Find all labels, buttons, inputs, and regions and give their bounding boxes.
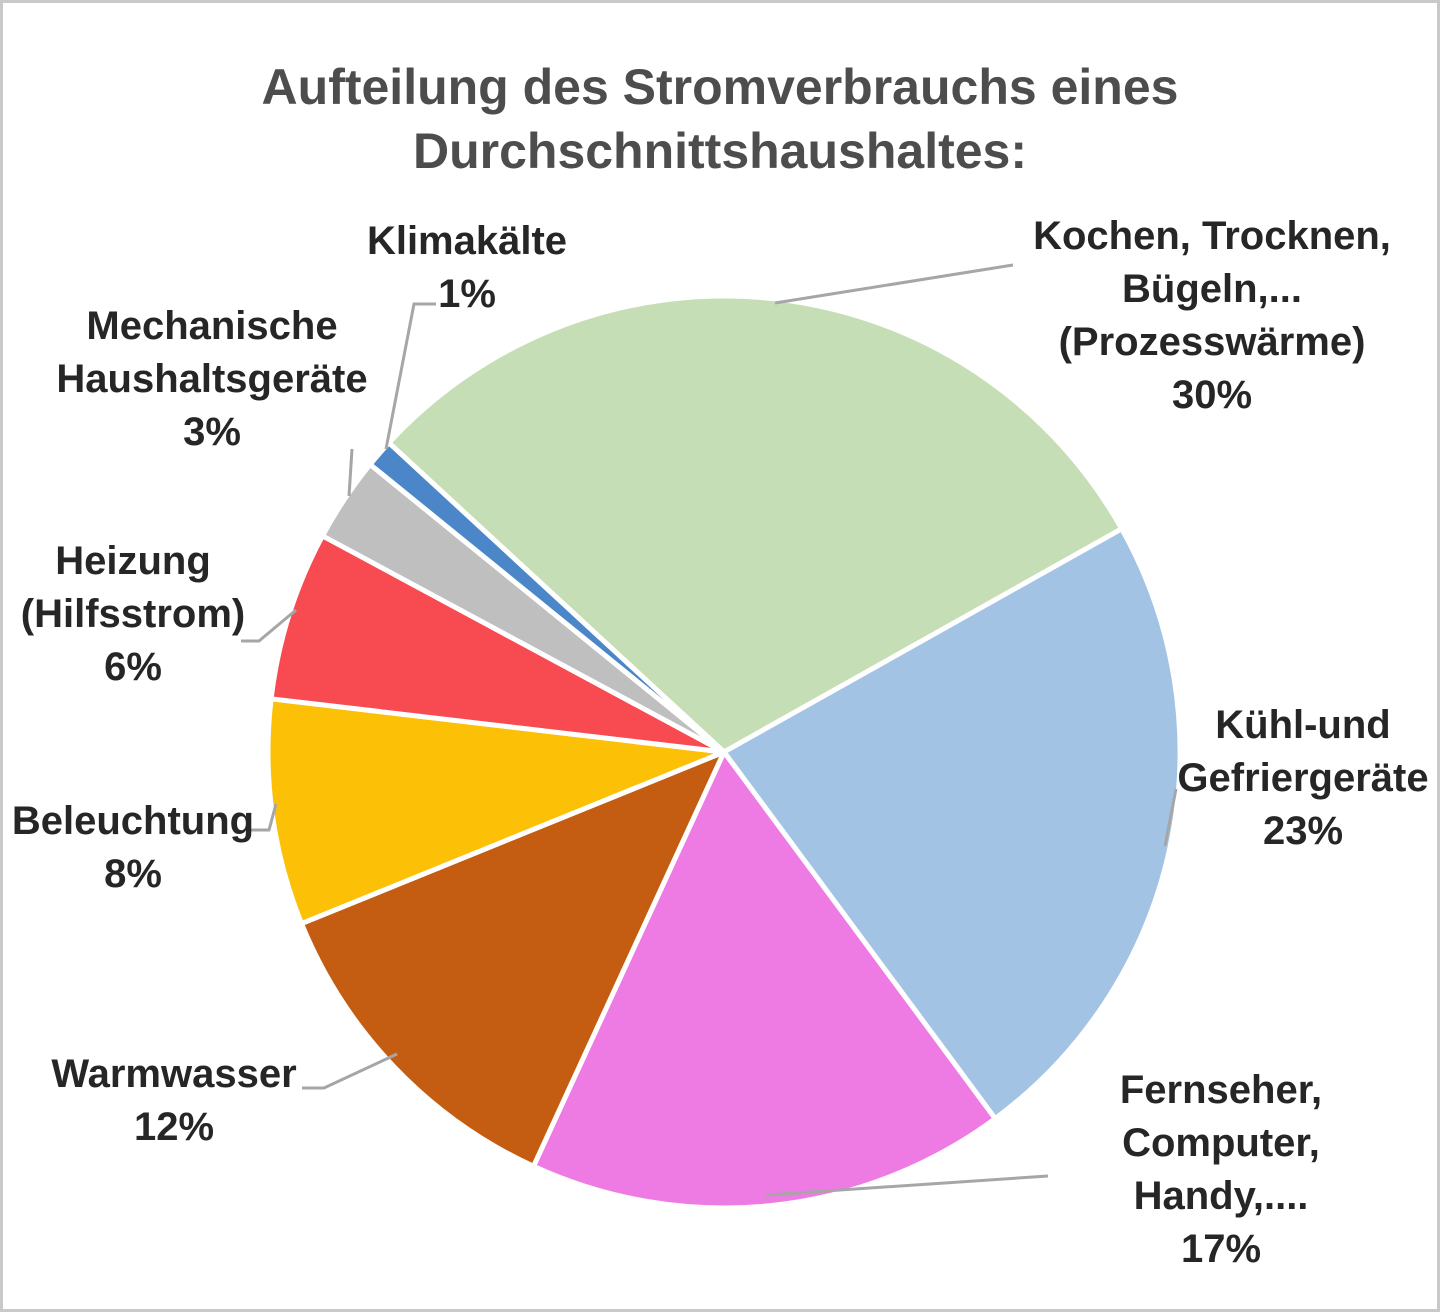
slice-label-line: Haushaltsgeräte [56, 356, 368, 401]
chart-title-line-2: Durchschnittshaushaltes: [412, 123, 1027, 179]
slice-label-line: (Hilfsstrom) [20, 591, 246, 636]
slice-label-line: Beleuchtung [11, 798, 255, 843]
slice-label-heizung: Heizung (Hilfsstrom) 6% [21, 535, 245, 694]
pie-slice-warmwasser [299, 749, 727, 1169]
pie-chart [241, 263, 1183, 1211]
slice-label-fernseher: Fernseher, Computer, Handy,.... 17% [1120, 1064, 1322, 1276]
leader-line-kuehl [1163, 788, 1178, 847]
slice-label-line: Mechanische [86, 303, 338, 348]
slice-label-line: Gefriergeräte [1177, 755, 1429, 800]
slice-label-line: Fernseher, [1119, 1067, 1323, 1112]
chart-title-line-1: Aufteilung des Stromverbrauchs eines [261, 59, 1179, 115]
slice-label-beleuchtung: Beleuchtung 8% [12, 795, 254, 901]
slice-label-klimakaelte: Klimakälte 1% [367, 215, 567, 321]
slice-label-line: Bügeln,... [1121, 266, 1302, 311]
slice-label-line: 1% [438, 271, 496, 316]
slice-label-warmwasser: Warmwasser 12% [51, 1048, 296, 1154]
pie-slice-klimakaelte [367, 440, 727, 755]
slice-label-line: Klimakälte [366, 218, 568, 263]
pie-slice-fernseher [531, 749, 998, 1211]
slice-label-line: 23% [1262, 808, 1344, 853]
slice-label-line: Handy,.... [1133, 1173, 1309, 1218]
leader-line-beleuchtung [250, 803, 278, 832]
slice-label-line: 8% [104, 851, 162, 896]
pie-slice-kochen [386, 293, 1125, 755]
pie-slice-kuehl [721, 526, 1183, 1122]
slice-label-line: 6% [104, 644, 162, 689]
slice-label-line: 30% [1171, 372, 1253, 417]
slice-label-line: Kochen, Trocknen, [1033, 213, 1391, 258]
slice-label-line: Computer, [1122, 1120, 1320, 1165]
slice-label-line: 17% [1180, 1226, 1262, 1271]
slice-label-kochen: Kochen, Trocknen, Bügeln,... (Prozesswärme… [1033, 210, 1391, 422]
leader-line-klimakaelte [384, 302, 436, 450]
slice-label-line: Kühl-und [1215, 702, 1391, 747]
slice-label-line: 3% [183, 409, 241, 454]
slice-label-kuehl: Kühl-und Gefriergeräte 23% [1177, 699, 1428, 858]
slice-label-line: Heizung [55, 538, 211, 583]
slice-label-line: Warmwasser [51, 1051, 297, 1096]
leader-line-warmwasser [302, 1052, 398, 1090]
leader-line-fernseher [765, 1174, 1049, 1197]
slice-label-line: (Prozesswärme) [1058, 319, 1366, 364]
leader-line-kochen [774, 263, 1014, 305]
chart-title: Aufteilung des Stromverbrauchs eines Dur… [3, 55, 1437, 183]
leader-line-mechanische [347, 448, 354, 497]
slice-label-line: 12% [133, 1104, 215, 1149]
leader-line-heizung [241, 608, 297, 643]
slice-label-mechanische: Mechanische Haushaltsgeräte 3% [56, 300, 367, 459]
